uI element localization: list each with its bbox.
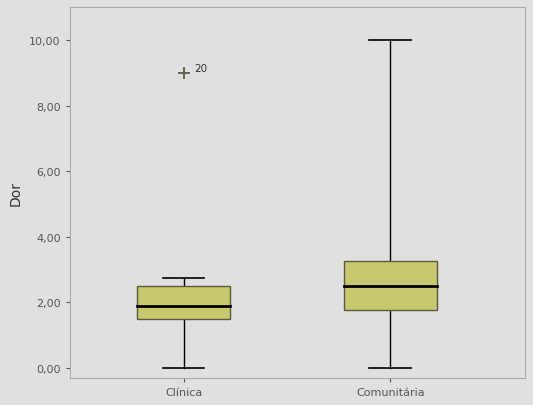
Bar [344, 262, 437, 311]
Bar [137, 286, 230, 319]
Y-axis label: Dor: Dor [9, 181, 22, 205]
Text: 20: 20 [194, 64, 207, 74]
